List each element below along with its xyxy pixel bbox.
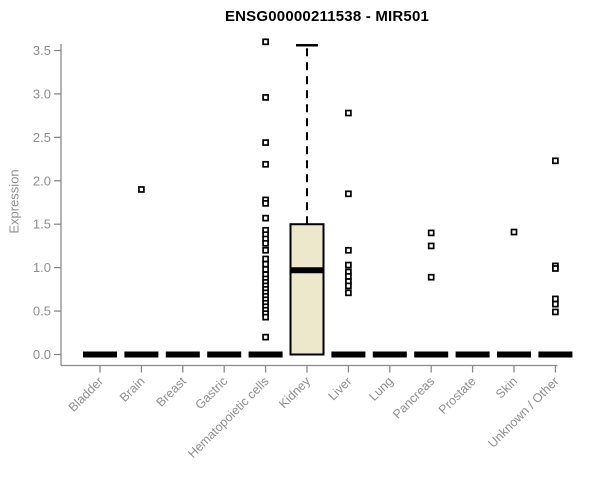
- outlier-point: [510, 228, 518, 236]
- outlier-point: [345, 190, 352, 198]
- y-tick-label: 0.5: [33, 304, 51, 319]
- zero-median-bar: [414, 351, 449, 358]
- zero-median-bar: [165, 351, 200, 358]
- outlier-point: [262, 160, 269, 168]
- x-tick-label: Hematopoietic cells: [185, 374, 272, 461]
- outlier-point: [552, 157, 559, 165]
- outlier-point: [427, 273, 435, 281]
- outlier-point: [552, 300, 559, 308]
- zero-median-bar: [207, 351, 242, 358]
- outlier-point: [345, 282, 352, 290]
- zero-median-bar: [538, 351, 573, 358]
- outlier-point: [345, 246, 352, 254]
- x-tick-label: Lung: [366, 374, 396, 404]
- outlier-point: [345, 109, 352, 117]
- outlier-point: [552, 265, 559, 272]
- x-tick-label: Prostate: [436, 374, 479, 417]
- zero-median-bar: [497, 351, 531, 358]
- zero-median-bar: [124, 351, 159, 358]
- y-tick-label: 2.5: [33, 130, 51, 145]
- outlier-point: [427, 229, 435, 237]
- outlier-point: [345, 289, 352, 297]
- x-tick-label: Unknown / Other: [485, 374, 561, 450]
- zero-median-bar: [248, 351, 283, 358]
- outlier-point: [262, 38, 269, 46]
- outlier-point: [262, 200, 269, 207]
- outlier-point: [262, 313, 269, 321]
- box-kidney: [289, 223, 325, 356]
- x-tick-label: Liver: [325, 374, 354, 403]
- outlier-point: [138, 186, 145, 193]
- outlier-point: [262, 246, 269, 254]
- outlier-point: [262, 214, 269, 222]
- x-tick-label: Breast: [153, 374, 189, 410]
- y-tick-label: 0.0: [33, 347, 51, 362]
- x-tick-label: Brain: [117, 374, 148, 405]
- zero-median-bar: [83, 351, 117, 358]
- outlier-point: [345, 272, 352, 280]
- x-tick-label: Bladder: [66, 374, 106, 414]
- outlier-point: [552, 308, 559, 316]
- x-tick-label: Pancreas: [390, 374, 437, 421]
- outlier-point: [262, 139, 269, 146]
- x-tick-label: Gastric: [192, 374, 230, 412]
- zero-median-bar: [331, 351, 366, 358]
- y-tick-label: 3.0: [33, 86, 51, 101]
- outlier-point: [427, 242, 435, 250]
- zero-median-bar: [372, 351, 407, 358]
- outlier-point: [552, 295, 559, 303]
- outlier-point: [345, 261, 352, 269]
- x-tick-label: Kidney: [276, 374, 313, 411]
- x-tick-label: Skin: [493, 374, 520, 401]
- y-tick-label: 1.0: [33, 260, 51, 275]
- y-tick-label: 1.5: [33, 217, 51, 232]
- outlier-point: [262, 266, 269, 273]
- outlier-point: [262, 255, 269, 263]
- outlier-point: [262, 260, 269, 268]
- y-tick-label: 3.5: [33, 43, 51, 58]
- zero-median-bar: [455, 351, 490, 358]
- y-tick-label: 2.0: [33, 173, 51, 188]
- outlier-point: [262, 94, 269, 101]
- outlier-point: [262, 333, 269, 341]
- median-line: [290, 267, 324, 274]
- chart-title: ENSG00000211538 - MIR501: [224, 8, 430, 25]
- outlier-point: [262, 239, 269, 247]
